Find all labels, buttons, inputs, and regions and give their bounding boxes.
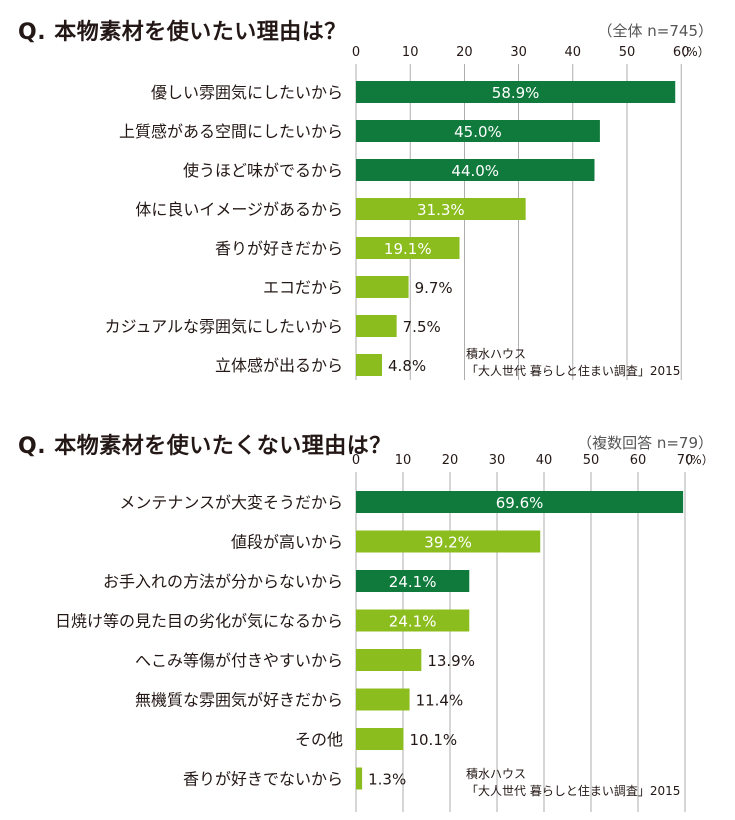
category-label: 上質感がある空間にしたいから [119,122,343,141]
bar [356,767,363,790]
data-label: 58.9% [492,84,540,102]
category-label: 無機質な雰囲気が好きだから [135,691,343,710]
category-label: その他 [295,730,343,749]
tick-label: 0 [352,45,360,60]
tick-label: 30 [489,453,506,468]
bar [356,609,470,632]
tick-label: 10 [395,453,412,468]
source-note: 積水ハウス 「大人世代 暮らしと住まい調査」2015 [466,346,680,380]
data-label: 39.2% [424,534,472,552]
axis-unit-label: （%） [674,45,709,59]
category-label: 日焼け等の見た目の劣化が気になるから [55,612,343,631]
data-label: 24.1% [389,613,437,631]
chart-panel-1: Q. 本物素材を使いたい理由は？ （全体 n=745） 0 10 20 30 40 50 6… [0,0,735,400]
source-note: 積水ハウス 「大人世代 暮らしと住まい調査」2015 [466,766,680,800]
category-label: メンテナンスが大変そうだから [119,493,343,512]
chart-title: Q. 本物素材を使いたくない理由は？ [18,434,392,459]
bar [356,315,397,337]
bar-chart: 0 10 20 30 40 50 60 70（%） メンテナンスが大変そうだから 69.6% 値段が… [55,453,714,812]
source-line-1: 積水ハウス [466,767,527,781]
data-label: 7.5% [403,318,441,336]
category-label: 立体感が出るから [215,356,343,375]
data-label: 69.6% [496,494,544,512]
tick-label: 40 [536,453,553,468]
bar [356,728,404,750]
category-label: お手入れの方法が分からないから [103,572,343,591]
bar [356,570,470,592]
data-label: 31.3% [417,201,465,219]
data-label: 11.4% [416,692,464,710]
category-label: 香りが好きでないから [183,770,343,789]
bar [356,276,409,298]
data-label: 19.1% [384,240,432,258]
bar [356,649,422,671]
category-label: 使うほど味がでるから [183,161,343,180]
bar [356,120,600,142]
chart-title: Q. 本物素材を使いたい理由は？ [18,20,347,45]
sample-size-label: （複数回答 n=79） [577,434,713,452]
category-label: 体に良いイメージがあるから [135,200,343,219]
tick-label: 10 [402,45,419,60]
chart-panel-2: Q. 本物素材を使いたくない理由は？ （複数回答 n=79） 0 10 20 30 40… [0,410,735,820]
tick-label: 70 [677,453,694,468]
source-line-2: 「大人世代 暮らしと住まい調査」2015 [466,364,681,378]
tick-label: 40 [565,45,582,60]
source-line-2: 「大人世代 暮らしと住まい調査」2015 [466,784,681,798]
bar [356,530,541,553]
category-label: 値段が高いから [231,533,343,552]
data-label: 1.3% [368,771,406,789]
bar [356,688,410,711]
tick-label: 60 [673,45,690,60]
bar [356,237,460,259]
tick-label: 50 [583,453,600,468]
bar [356,354,383,376]
axis-unit-label: （%） [678,453,713,467]
sample-size-label: （全体 n=745） [597,22,713,40]
source-line-1: 積水ハウス [466,347,527,361]
tick-label: 20 [442,453,459,468]
data-label: 13.9% [427,652,475,670]
data-label: 10.1% [409,731,457,749]
bar-chart: 0 10 20 30 40 50 60（%） 優しい雰囲気にしたいから 58.9% 上質感がある空… [105,45,710,380]
data-label: 24.1% [389,573,437,591]
data-label: 44.0% [451,162,499,180]
category-label: カジュアルな雰囲気にしたいから [105,317,343,336]
tick-label: 50 [619,45,636,60]
bar [356,198,526,220]
tick-label: 30 [510,45,527,60]
category-label: へこみ等傷が付きやすいから [135,651,343,670]
bar [356,81,676,103]
data-label: 45.0% [454,123,502,141]
category-label: エコだから [263,278,343,297]
data-label: 9.7% [415,279,453,297]
tick-label: 60 [630,453,647,468]
bar [356,159,595,181]
category-label: 優しい雰囲気にしたいから [151,83,343,102]
category-label: 香りが好きだから [215,239,343,258]
bar [356,491,684,513]
data-label: 4.8% [388,357,426,375]
tick-label: 0 [352,453,360,468]
tick-label: 20 [456,45,473,60]
